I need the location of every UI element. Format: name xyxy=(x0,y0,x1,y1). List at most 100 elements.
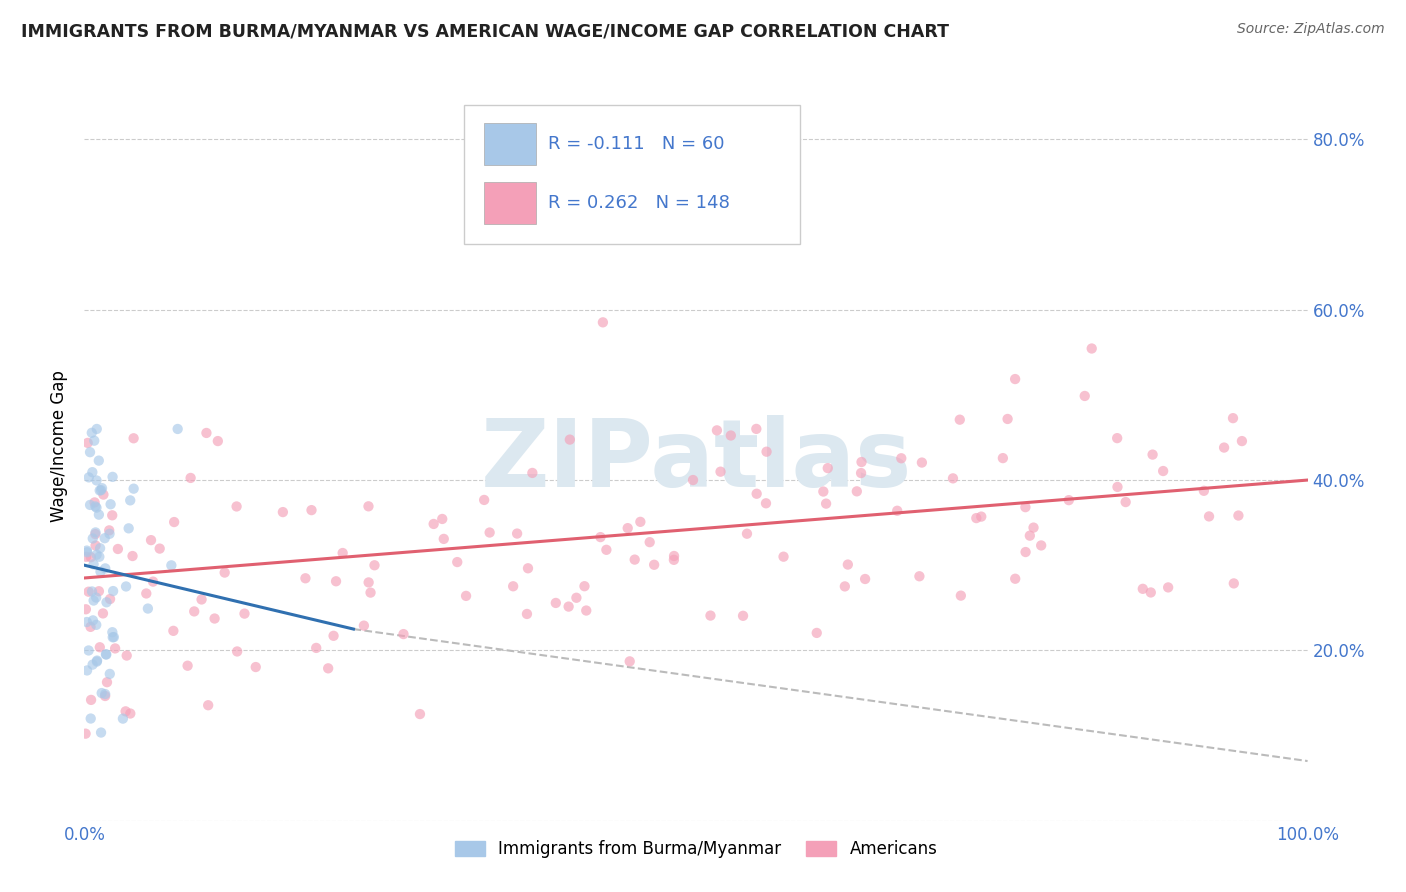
Point xyxy=(1107,480,1129,494)
Point xyxy=(98,592,121,607)
Y-axis label: Wage/Income Gap: Wage/Income Gap xyxy=(51,370,69,522)
Point xyxy=(82,613,104,627)
Text: R = 0.262   N = 148: R = 0.262 N = 148 xyxy=(548,194,730,212)
Point xyxy=(720,428,742,442)
Point xyxy=(544,596,567,610)
Point xyxy=(506,526,529,541)
Point xyxy=(76,545,98,559)
Point xyxy=(89,483,111,498)
Point xyxy=(1139,585,1161,599)
Point xyxy=(1022,520,1045,534)
Point xyxy=(79,620,101,634)
Point xyxy=(1227,508,1250,523)
Point xyxy=(84,539,107,553)
Point xyxy=(565,591,588,605)
Point xyxy=(1192,483,1215,498)
Point xyxy=(98,667,121,681)
Point xyxy=(121,549,143,563)
Point xyxy=(103,630,125,644)
Point xyxy=(101,470,124,484)
Point xyxy=(357,500,380,514)
Point xyxy=(87,508,110,522)
Point xyxy=(82,465,104,479)
Point xyxy=(226,644,249,658)
Point xyxy=(86,548,108,562)
Point xyxy=(619,654,641,668)
Point xyxy=(101,508,124,523)
Point xyxy=(101,584,124,599)
Point xyxy=(115,579,138,593)
Point xyxy=(638,535,661,549)
Point xyxy=(136,601,159,615)
Point xyxy=(87,584,110,599)
Point xyxy=(1132,582,1154,596)
Point xyxy=(949,412,972,426)
Point xyxy=(806,626,828,640)
Point xyxy=(87,453,110,467)
Point xyxy=(77,584,100,599)
Point xyxy=(516,607,538,621)
Point xyxy=(332,546,354,560)
Point xyxy=(115,648,138,663)
Point xyxy=(353,618,375,632)
Point xyxy=(114,704,136,718)
Point xyxy=(118,521,141,535)
Point xyxy=(305,640,328,655)
Point xyxy=(120,493,142,508)
Legend: Immigrants from Burma/Myanmar, Americans: Immigrants from Burma/Myanmar, Americans xyxy=(449,833,943,864)
Point xyxy=(139,533,162,548)
Point xyxy=(837,558,859,572)
Point xyxy=(76,436,98,450)
Point xyxy=(111,712,134,726)
Point xyxy=(755,444,778,458)
Point xyxy=(190,592,212,607)
Point xyxy=(76,543,98,558)
Point xyxy=(84,618,107,632)
Point xyxy=(91,481,114,495)
Point xyxy=(662,549,685,563)
Point xyxy=(93,531,115,545)
Point xyxy=(104,641,127,656)
Point xyxy=(575,603,598,617)
Point xyxy=(101,630,124,644)
Point xyxy=(628,515,651,529)
Point xyxy=(772,549,794,564)
Point xyxy=(83,558,105,572)
Point xyxy=(142,574,165,589)
FancyBboxPatch shape xyxy=(464,105,800,244)
Point xyxy=(1115,495,1137,509)
Point xyxy=(96,675,118,690)
Point xyxy=(162,624,184,638)
Point xyxy=(706,423,728,437)
Point xyxy=(214,566,236,580)
Point xyxy=(965,511,987,525)
Point xyxy=(1031,538,1053,552)
Point xyxy=(322,629,344,643)
Point xyxy=(1074,389,1097,403)
Point xyxy=(89,549,111,564)
Point xyxy=(90,725,112,739)
Point xyxy=(83,495,105,509)
Point xyxy=(755,496,778,510)
Point xyxy=(731,608,754,623)
Point xyxy=(86,500,108,515)
Point xyxy=(849,466,872,480)
Point xyxy=(735,526,758,541)
Bar xyxy=(484,123,536,165)
Point xyxy=(422,516,444,531)
Text: ZIPatlas: ZIPatlas xyxy=(481,415,911,507)
Point xyxy=(1080,342,1102,356)
Point xyxy=(82,657,104,672)
Point xyxy=(77,470,100,484)
Point xyxy=(502,579,524,593)
Point xyxy=(120,706,142,721)
Point xyxy=(851,455,873,469)
Point xyxy=(745,422,768,436)
Point xyxy=(682,473,704,487)
Point xyxy=(1018,529,1040,543)
Point xyxy=(135,586,157,600)
Point xyxy=(80,712,103,726)
Bar xyxy=(484,182,536,224)
Point xyxy=(149,541,172,556)
Point xyxy=(75,726,97,740)
